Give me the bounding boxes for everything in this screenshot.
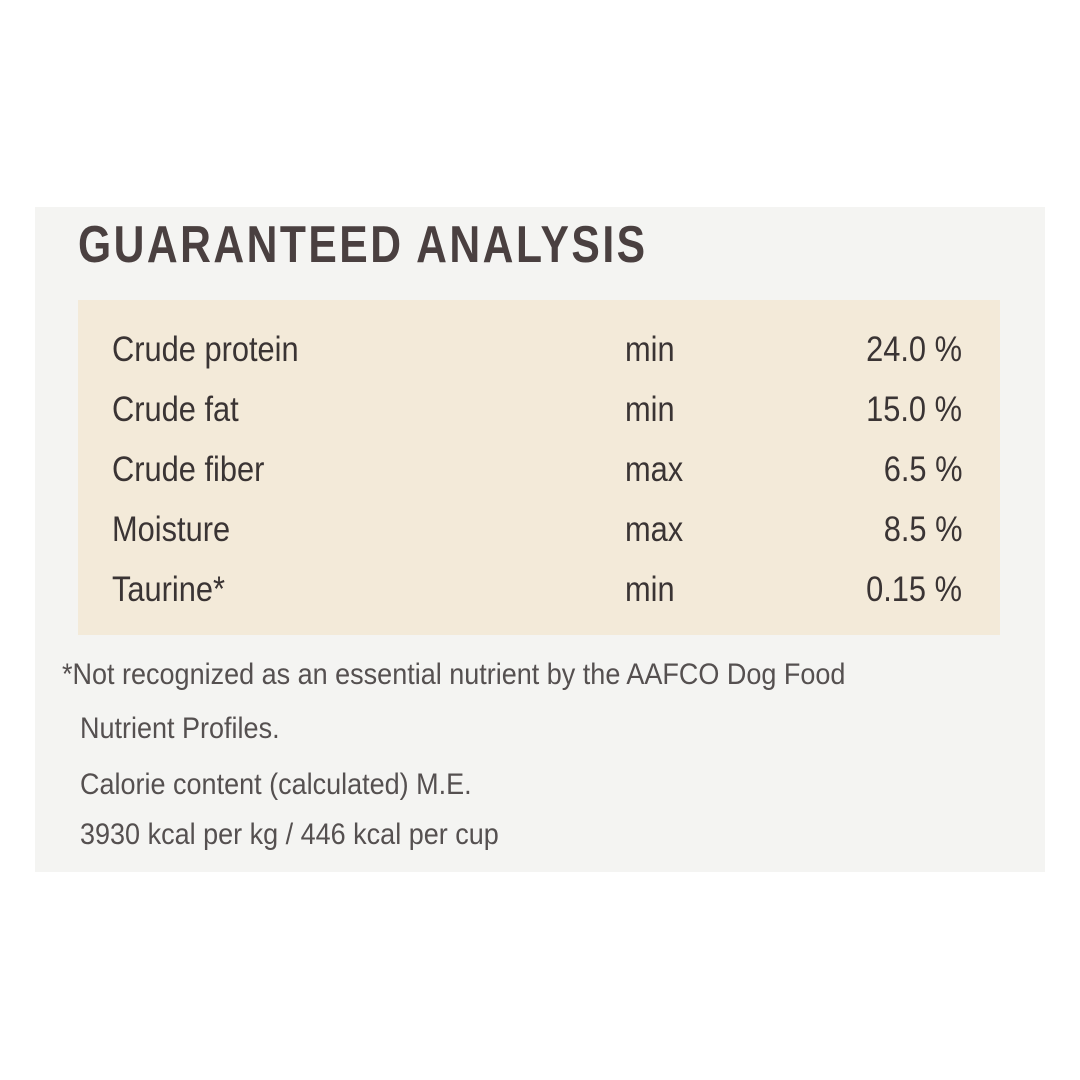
note-line: *Not recognized as an essential nutrient… xyxy=(62,658,846,691)
amount: 8.5 % xyxy=(883,510,962,549)
amount: 15.0 % xyxy=(866,390,962,429)
nutrient-name: Crude fiber xyxy=(112,450,265,489)
note-line: 3930 kcal per kg / 446 kcal per cup xyxy=(80,818,499,851)
qualifier: max xyxy=(625,510,684,549)
amount: 24.0 % xyxy=(866,330,962,369)
note-line: Nutrient Profiles. xyxy=(80,712,280,745)
qualifier: min xyxy=(625,570,675,609)
amount: 0.15 % xyxy=(866,570,962,609)
qualifier: min xyxy=(625,330,675,369)
qualifier: min xyxy=(625,390,675,429)
analysis-panel xyxy=(78,300,1000,635)
title: GUARANTEED ANALYSIS xyxy=(78,216,648,274)
note-line: Calorie content (calculated) M.E. xyxy=(80,768,472,801)
nutrient-name: Taurine* xyxy=(112,570,226,609)
nutrient-name: Crude fat xyxy=(112,390,239,429)
nutrient-name: Crude protein xyxy=(112,330,299,369)
qualifier: max xyxy=(625,450,684,489)
nutrient-name: Moisture xyxy=(112,510,231,549)
amount: 6.5 % xyxy=(883,450,962,489)
